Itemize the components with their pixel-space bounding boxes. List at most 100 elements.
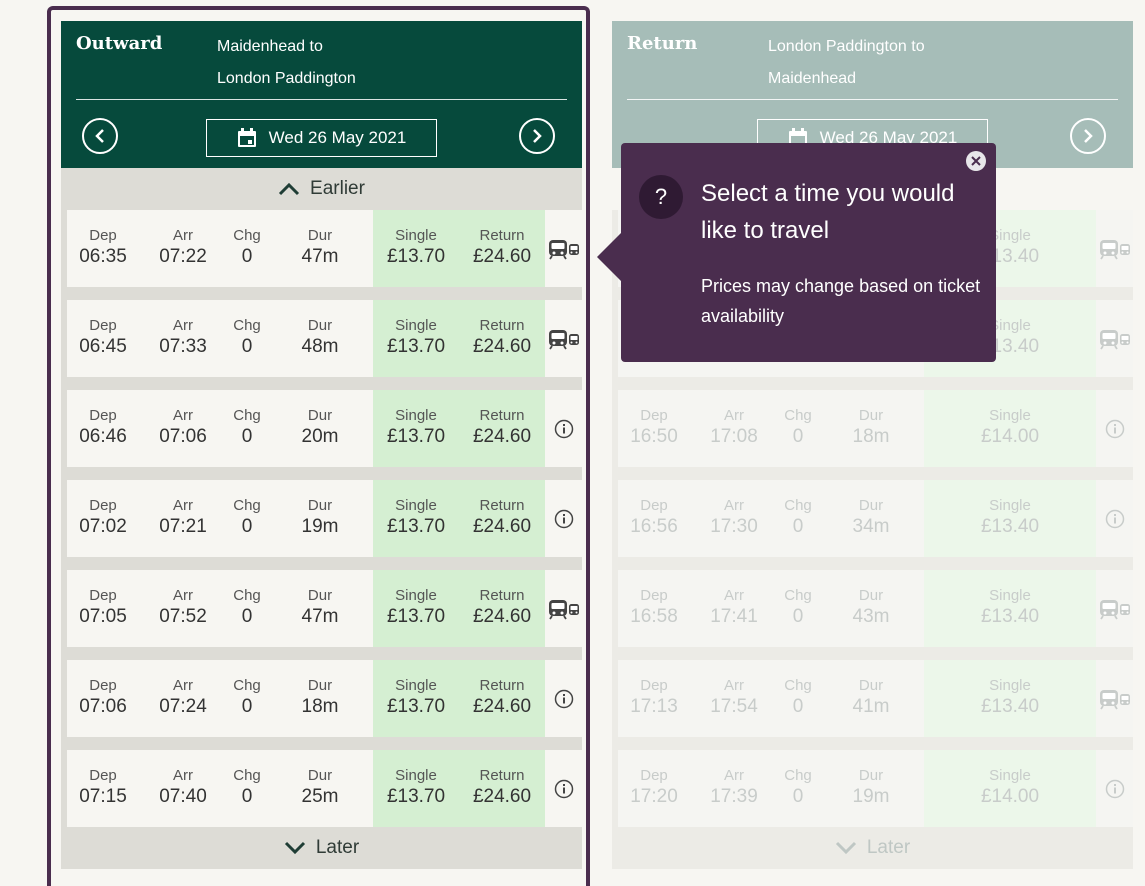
journey-row[interactable]: Dep 17:13 Arr 17:54 Chg 0 Dur 41m Single £13.40 — [618, 660, 1133, 737]
tooltip-close-button[interactable] — [966, 151, 986, 171]
dep-value: 06:46 — [79, 426, 127, 447]
outward-date-picker[interactable]: Wed 26 May 2021 — [206, 119, 437, 157]
next-day-button[interactable] — [519, 118, 555, 154]
return-label: Return — [479, 497, 525, 514]
single-price[interactable]: Single £13.40 — [924, 660, 1096, 737]
price-cell[interactable]: Single £13.70 Return £24.60 — [373, 210, 545, 287]
dep-label: Dep — [640, 497, 668, 514]
train-bus-icon[interactable] — [1096, 300, 1133, 377]
journey-row[interactable]: Dep 17:20 Arr 17:39 Chg 0 Dur 19m Single £14.00 — [618, 750, 1133, 827]
journey-row[interactable]: Dep 07:06 Arr 07:24 Chg 0 Dur 18m Single £13.70 Re… — [67, 660, 582, 737]
return-price[interactable]: Return £24.60 — [459, 210, 545, 287]
train-bus-icon[interactable] — [1096, 210, 1133, 287]
return-price[interactable]: Return £24.60 — [459, 480, 545, 557]
single-label: Single — [395, 587, 437, 604]
single-value: £13.40 — [980, 606, 1040, 627]
previous-day-button[interactable] — [82, 118, 118, 154]
journey-row[interactable]: Dep 06:45 Arr 07:33 Chg 0 Dur 48m Single £13.70 Re… — [67, 300, 582, 377]
info-icon[interactable] — [545, 390, 582, 467]
price-cell[interactable]: Single £13.40 — [924, 480, 1096, 557]
journey-row[interactable]: Dep 07:02 Arr 07:21 Chg 0 Dur 19m Single £13.70 Re… — [67, 480, 582, 557]
return-value: £24.60 — [472, 336, 532, 357]
single-label: Single — [395, 767, 437, 784]
info-icon[interactable] — [1096, 480, 1133, 557]
single-label: Single — [989, 677, 1031, 694]
price-cell[interactable]: Single £13.40 — [924, 660, 1096, 737]
earlier-button[interactable]: Earlier — [61, 168, 582, 210]
return-price[interactable]: Return £24.60 — [459, 570, 545, 647]
return-route-to: Maidenhead — [768, 70, 857, 87]
single-value: £13.70 — [386, 246, 446, 267]
info-icon[interactable] — [545, 750, 582, 827]
return-label: Return — [479, 227, 525, 244]
single-price[interactable]: Single £14.00 — [924, 750, 1096, 827]
single-price[interactable]: Single £13.70 — [373, 480, 459, 557]
chg-value: 0 — [792, 426, 804, 447]
tooltip-body: Prices may change based on ticket availa… — [701, 276, 981, 326]
later-button[interactable]: Later — [61, 827, 582, 869]
dur-value: 47m — [301, 246, 339, 267]
dep-label: Dep — [89, 227, 117, 244]
journey-row[interactable]: Dep 06:46 Arr 07:06 Chg 0 Dur 20m Single £13.70 Re… — [67, 390, 582, 467]
price-cell[interactable]: Single £13.70 Return £24.60 — [373, 480, 545, 557]
price-cell[interactable]: Single £13.70 Return £24.60 — [373, 570, 545, 647]
return-next-day-button[interactable] — [1070, 118, 1106, 154]
train-bus-icon[interactable] — [1096, 660, 1133, 737]
dep-value: 17:20 — [630, 786, 678, 807]
journey-row[interactable]: Dep 16:58 Arr 17:41 Chg 0 Dur 43m Single £13.40 — [618, 570, 1133, 647]
arr-value: 07:40 — [159, 786, 207, 807]
arr-cell: Arr 17:39 — [690, 750, 778, 827]
dur-value: 48m — [301, 336, 339, 357]
single-price[interactable]: Single £14.00 — [924, 390, 1096, 467]
return-price[interactable]: Return £24.60 — [459, 660, 545, 737]
journey-times: Dep 16:50 Arr 17:08 Chg 0 Dur 18m — [618, 390, 924, 467]
train-bus-icon[interactable] — [545, 570, 582, 647]
single-label: Single — [989, 497, 1031, 514]
info-icon[interactable] — [545, 480, 582, 557]
single-price[interactable]: Single £13.40 — [924, 570, 1096, 647]
return-price[interactable]: Return £24.60 — [459, 390, 545, 467]
price-cell[interactable]: Single £14.00 — [924, 750, 1096, 827]
dep-value: 07:02 — [79, 516, 127, 537]
price-cell[interactable]: Single £13.70 Return £24.60 — [373, 390, 545, 467]
train-bus-icon[interactable] — [1096, 570, 1133, 647]
single-label: Single — [395, 317, 437, 334]
dep-label: Dep — [640, 587, 668, 604]
return-price[interactable]: Return £24.60 — [459, 300, 545, 377]
dur-cell: Dur 18m — [818, 390, 924, 467]
chevron-down-icon — [835, 841, 856, 855]
price-cell[interactable]: Single £14.00 — [924, 390, 1096, 467]
chg-value: 0 — [241, 516, 253, 537]
journey-row[interactable]: Dep 07:15 Arr 07:40 Chg 0 Dur 25m Single £13.70 Re… — [67, 750, 582, 827]
train-bus-icon[interactable] — [545, 210, 582, 287]
return-value: £24.60 — [472, 696, 532, 717]
single-price[interactable]: Single £13.40 — [924, 480, 1096, 557]
price-cell[interactable]: Single £13.40 — [924, 570, 1096, 647]
train-bus-icon[interactable] — [545, 300, 582, 377]
info-icon[interactable] — [1096, 750, 1133, 827]
single-price[interactable]: Single £13.70 — [373, 750, 459, 827]
single-price[interactable]: Single £13.70 — [373, 570, 459, 647]
single-value: £13.40 — [980, 516, 1040, 537]
journey-row[interactable]: Dep 16:56 Arr 17:30 Chg 0 Dur 34m Single £13.40 — [618, 480, 1133, 557]
journey-row[interactable]: Dep 07:05 Arr 07:52 Chg 0 Dur 47m Single £13.70 Re… — [67, 570, 582, 647]
dur-value: 19m — [852, 786, 890, 807]
price-cell[interactable]: Single £13.70 Return £24.60 — [373, 660, 545, 737]
dep-label: Dep — [640, 677, 668, 694]
return-price[interactable]: Return £24.60 — [459, 750, 545, 827]
price-cell[interactable]: Single £13.70 Return £24.60 — [373, 750, 545, 827]
info-icon[interactable] — [545, 660, 582, 737]
return-later-button[interactable]: Later — [612, 827, 1133, 869]
single-price[interactable]: Single £13.70 — [373, 390, 459, 467]
journey-row[interactable]: Dep 16:50 Arr 17:08 Chg 0 Dur 18m Single £14.00 — [618, 390, 1133, 467]
single-price[interactable]: Single £13.70 — [373, 300, 459, 377]
info-icon[interactable] — [1096, 390, 1133, 467]
single-price[interactable]: Single £13.70 — [373, 210, 459, 287]
arr-label: Arr — [724, 587, 744, 604]
journey-row[interactable]: Dep 06:35 Arr 07:22 Chg 0 Dur 47m Single £13.70 Re… — [67, 210, 582, 287]
price-cell[interactable]: Single £13.70 Return £24.60 — [373, 300, 545, 377]
single-price[interactable]: Single £13.70 — [373, 660, 459, 737]
arr-value: 07:06 — [159, 426, 207, 447]
dep-cell: Dep 16:56 — [618, 480, 690, 557]
dep-value: 06:45 — [79, 336, 127, 357]
